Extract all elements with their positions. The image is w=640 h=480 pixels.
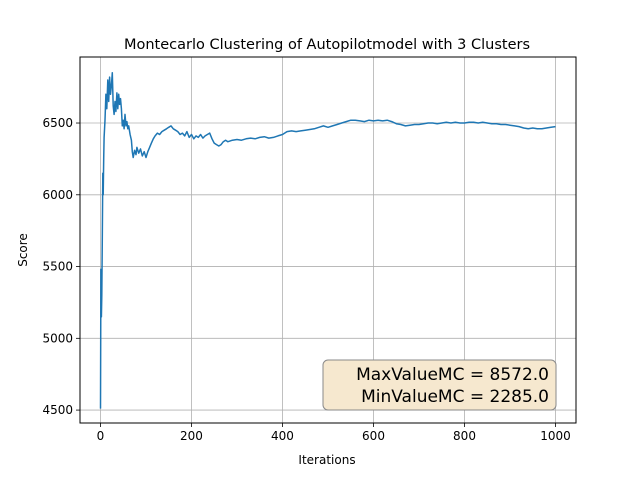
x-tick-label: 1000 bbox=[540, 429, 571, 443]
x-tick-label: 400 bbox=[271, 429, 294, 443]
annotation-box bbox=[322, 359, 557, 411]
x-tick-label: 0 bbox=[97, 429, 105, 443]
chart-title: Montecarlo Clustering of Autopilotmodel … bbox=[124, 37, 530, 53]
min-value-text: MinValueMC = 2285.0 bbox=[361, 387, 549, 407]
x-axis-ticks: 0 200 400 600 800 1000 bbox=[97, 423, 571, 443]
x-tick-label: 600 bbox=[362, 429, 385, 443]
x-tick-label: 200 bbox=[180, 429, 203, 443]
series-line bbox=[99, 72, 556, 409]
y-tick-label: 6000 bbox=[42, 188, 73, 202]
plot-frame bbox=[79, 56, 577, 424]
x-tick-label: 800 bbox=[453, 429, 476, 443]
y-tick-label: 5500 bbox=[42, 260, 73, 274]
y-tick-label: 5000 bbox=[42, 331, 73, 345]
y-axis-label: Score bbox=[16, 233, 30, 267]
y-tick-label: 6500 bbox=[42, 116, 73, 130]
y-axis-ticks: 4500 5000 5500 6000 6500 bbox=[42, 116, 80, 417]
x-axis-label: Iterations bbox=[298, 453, 355, 467]
stats-annotation: MaxValueMC = 8572.0 MinValueMC = 2285.0 bbox=[322, 359, 557, 411]
max-value-text: MaxValueMC = 8572.0 bbox=[356, 365, 549, 385]
y-tick-label: 4500 bbox=[42, 403, 73, 417]
series-group bbox=[99, 72, 556, 409]
